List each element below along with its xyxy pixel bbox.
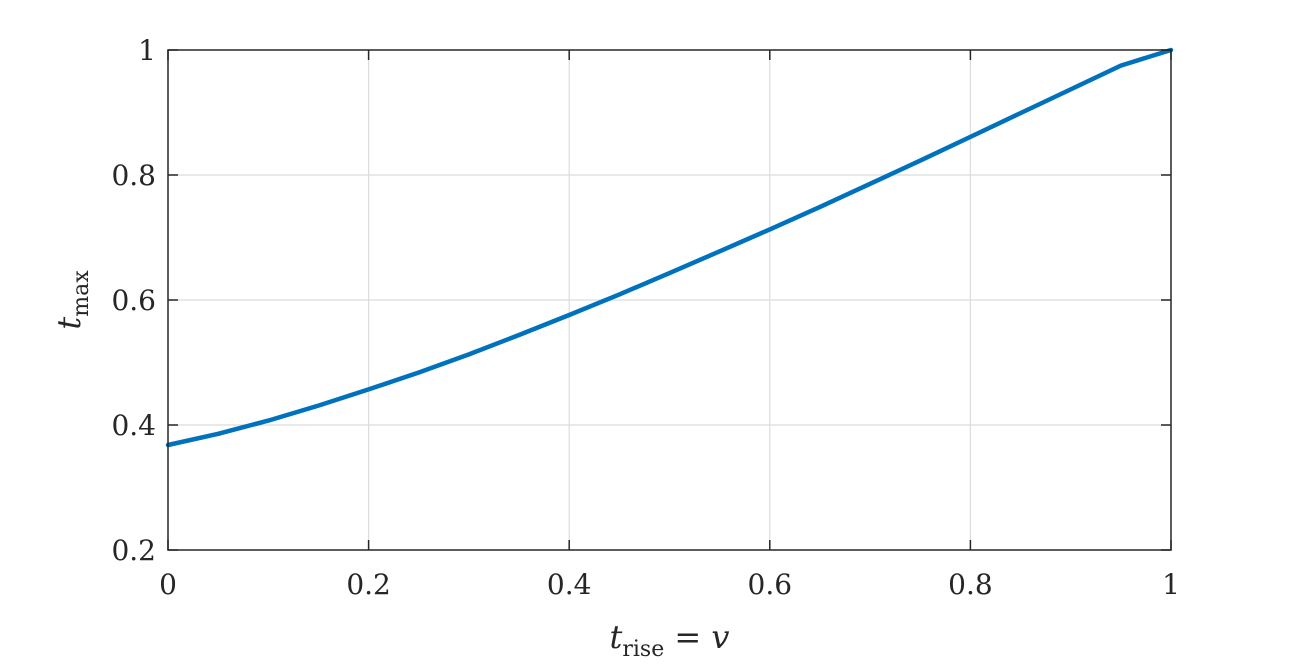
y-tick-label: 0.8 xyxy=(111,159,156,192)
x-tick-labels: 0 0.2 0.4 0.6 0.8 1 xyxy=(159,568,1180,601)
x-tick-label: 0.4 xyxy=(547,568,592,601)
series-line xyxy=(165,47,1174,448)
x-tick-label: 1 xyxy=(1162,568,1180,601)
y-axis-label: tmax xyxy=(50,270,94,330)
y-tick-label: 1 xyxy=(138,34,156,67)
y-tick-labels: 0.2 0.4 0.6 0.8 1 xyxy=(111,34,156,567)
x-tick-label: 0 xyxy=(159,568,177,601)
y-tick-label: 0.4 xyxy=(111,409,156,442)
x-tick-label: 0.6 xyxy=(748,568,793,601)
tick-marks xyxy=(167,49,1172,551)
y-tick-label: 0.6 xyxy=(111,284,156,317)
y-axis-label-sub: max xyxy=(69,270,94,317)
y-tick-label: 0.2 xyxy=(111,534,156,567)
x-tick-label: 0.2 xyxy=(346,568,391,601)
grid-lines xyxy=(168,50,1171,550)
y-axis-label-main: t xyxy=(50,317,88,330)
x-axis-label-op: = xyxy=(664,618,711,656)
x-axis-label-var: v xyxy=(711,618,729,656)
x-axis-label-main: t xyxy=(610,618,623,656)
x-axis-label-sub: rise xyxy=(622,637,664,662)
x-axis-label: trise = v xyxy=(610,618,730,662)
x-tick-label: 0.8 xyxy=(948,568,993,601)
